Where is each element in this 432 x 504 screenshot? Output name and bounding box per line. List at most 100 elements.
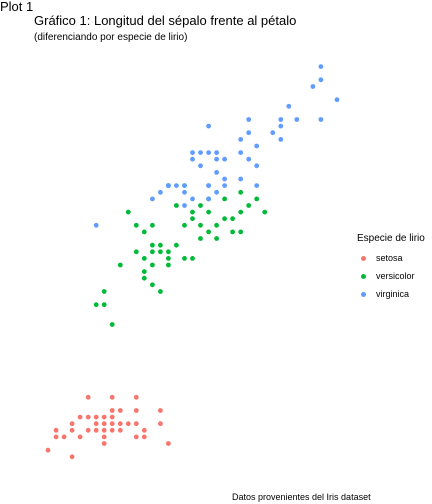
point-setosa-12 — [93, 427, 99, 433]
legend-label-setosa: setosa — [376, 253, 403, 263]
point-versicolor-26 — [190, 256, 195, 261]
point-versicolor-45 — [133, 249, 139, 255]
point-virginica-26 — [278, 137, 284, 142]
point-virginica-35 — [214, 156, 220, 162]
point-virginica-34 — [166, 183, 171, 189]
point-versicolor-13 — [150, 242, 155, 248]
point-versicolor-14 — [150, 222, 155, 228]
point-virginica-25 — [270, 130, 276, 136]
point-virginica-36 — [222, 176, 228, 182]
point-versicolor-4 — [117, 262, 123, 268]
point-virginica-39 — [278, 123, 284, 129]
point-virginica-10 — [198, 163, 203, 169]
point-setosa-17 — [101, 414, 107, 420]
point-setosa-3 — [61, 434, 67, 440]
point-versicolor-37 — [230, 229, 236, 235]
point-setosa-2 — [53, 427, 59, 433]
point-setosa-1 — [53, 434, 59, 440]
point-setosa-34 — [93, 414, 99, 420]
point-setosa-6 — [69, 421, 75, 427]
point-setosa-19 — [109, 421, 115, 427]
point-virginica-13 — [206, 150, 212, 156]
point-versicolor-38 — [230, 216, 236, 222]
point-setosa-24 — [125, 421, 131, 427]
point-versicolor-41 — [238, 189, 244, 195]
point-versicolor-7 — [141, 269, 147, 274]
point-versicolor-27 — [190, 216, 195, 222]
point-virginica-40 — [198, 150, 203, 156]
point-setosa-10 — [85, 414, 91, 420]
point-virginica-23 — [254, 163, 260, 169]
point-versicolor-19 — [166, 256, 171, 261]
point-setosa-33 — [109, 414, 115, 420]
point-versicolor-16 — [158, 249, 163, 255]
point-virginica-17 — [222, 183, 228, 189]
point-virginica-16 — [214, 150, 220, 156]
point-setosa-26 — [133, 421, 139, 427]
point-versicolor-46 — [125, 209, 131, 215]
point-virginica-14 — [206, 123, 212, 129]
legend-title: Especie de lirio — [357, 233, 425, 244]
point-virginica-11 — [206, 196, 212, 202]
point-versicolor-22 — [174, 203, 179, 208]
legend: Especie de lirio setosa versicolor virgi… — [357, 233, 425, 303]
point-versicolor-24 — [182, 222, 187, 228]
point-setosa-8 — [77, 414, 83, 420]
point-virginica-31 — [318, 64, 324, 69]
point-virginica-43 — [238, 137, 244, 142]
point-setosa-9 — [85, 427, 91, 433]
point-setosa-29 — [141, 427, 147, 433]
point-versicolor-12 — [150, 249, 155, 255]
legend-swatch-versicolor — [361, 273, 366, 279]
point-versicolor-8 — [141, 256, 147, 261]
point-virginica-33 — [206, 183, 212, 189]
point-setosa-31 — [158, 408, 163, 413]
point-setosa-13 — [93, 421, 99, 427]
point-virginica-18 — [222, 156, 228, 162]
point-versicolor-43 — [254, 196, 260, 202]
point-setosa-22 — [117, 427, 123, 433]
point-virginica-27 — [278, 117, 284, 122]
legend-swatch-setosa — [361, 255, 366, 261]
point-virginica-42 — [294, 117, 300, 122]
chart-title: Gráfico 1: Longitud del sépalo frente al… — [34, 13, 297, 28]
point-virginica-6 — [182, 203, 187, 208]
point-versicolor-18 — [166, 262, 171, 268]
point-virginica-29 — [310, 84, 316, 89]
legend-label-versicolor: versicolor — [376, 271, 415, 281]
point-virginica-5 — [174, 183, 179, 189]
point-versicolor-6 — [141, 275, 147, 281]
legend-item-versicolor: versicolor — [357, 267, 425, 285]
point-setosa-36 — [101, 434, 107, 440]
point-virginica-7 — [182, 189, 187, 195]
point-setosa-0 — [45, 447, 51, 453]
point-versicolor-29 — [198, 236, 203, 241]
point-versicolor-44 — [262, 209, 268, 215]
chart-caption: Datos provenientes del Iris dataset — [232, 492, 371, 502]
point-virginica-22 — [246, 130, 252, 136]
point-virginica-8 — [190, 196, 195, 202]
point-setosa-37 — [133, 394, 139, 400]
point-setosa-4 — [69, 454, 75, 460]
plot-label: Plot 1 — [0, 0, 34, 14]
point-virginica-41 — [318, 117, 324, 122]
point-versicolor-48 — [198, 203, 203, 208]
point-setosa-25 — [133, 434, 139, 440]
point-versicolor-35 — [214, 222, 220, 228]
point-virginica-1 — [150, 196, 155, 202]
point-setosa-30 — [158, 421, 163, 427]
point-virginica-2 — [158, 189, 163, 195]
point-virginica-32 — [334, 97, 340, 103]
point-virginica-20 — [238, 150, 244, 156]
legend-item-setosa: setosa — [357, 249, 425, 267]
point-versicolor-21 — [174, 242, 179, 248]
point-setosa-32 — [166, 441, 171, 446]
point-versicolor-9 — [141, 229, 147, 235]
point-versicolor-10 — [150, 282, 155, 288]
point-virginica-37 — [254, 183, 260, 189]
point-versicolor-20 — [166, 249, 171, 255]
legend-item-virginica: virginica — [357, 285, 425, 303]
point-setosa-20 — [109, 408, 115, 413]
point-virginica-44 — [190, 156, 195, 162]
